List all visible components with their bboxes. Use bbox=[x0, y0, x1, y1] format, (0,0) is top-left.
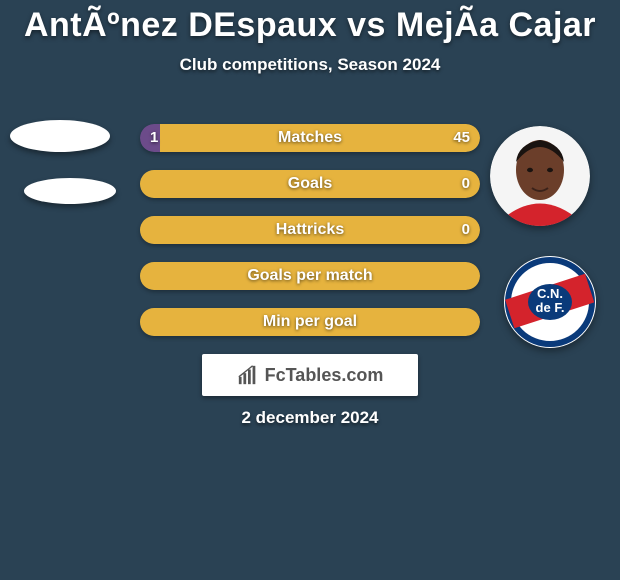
club-badge-icon: C.N. de F. bbox=[504, 256, 596, 348]
bar-label: Goals per match bbox=[140, 262, 480, 290]
stat-bar: Hattricks0 bbox=[140, 216, 480, 244]
comparison-card: AntÃºnez DEspaux vs MejÃ­a Cajar Club co… bbox=[0, 0, 620, 580]
right-player-avatar bbox=[490, 126, 590, 226]
brand-text: FcTables.com bbox=[265, 365, 384, 386]
stat-bar: Goals0 bbox=[140, 170, 480, 198]
bar-label: Min per goal bbox=[140, 308, 480, 336]
bar-value-right: 0 bbox=[462, 170, 470, 198]
comparison-bars: Matches145Goals0Hattricks0Goals per matc… bbox=[140, 124, 480, 354]
bar-label: Matches bbox=[140, 124, 480, 152]
left-player-avatar-placeholder bbox=[10, 120, 110, 152]
bar-label: Goals bbox=[140, 170, 480, 198]
stat-bar: Goals per match bbox=[140, 262, 480, 290]
date: 2 december 2024 bbox=[0, 408, 620, 428]
brand-box: FcTables.com bbox=[202, 354, 418, 396]
right-club-logo: C.N. de F. bbox=[504, 256, 596, 348]
brand-chart-icon bbox=[237, 364, 259, 386]
stat-bar: Matches1 45 bbox=[140, 124, 480, 152]
bar-value-right: 45 bbox=[453, 124, 470, 152]
svg-text:de F.: de F. bbox=[536, 300, 565, 315]
subtitle: Club competitions, Season 2024 bbox=[0, 55, 620, 75]
player-face-icon bbox=[490, 126, 590, 226]
bar-label: Hattricks bbox=[140, 216, 480, 244]
bar-value-right: 0 bbox=[462, 216, 470, 244]
stat-bar: Min per goal bbox=[140, 308, 480, 336]
svg-text:C.N.: C.N. bbox=[537, 286, 563, 301]
bar-value-left: 1 bbox=[150, 124, 158, 152]
page-title: AntÃºnez DEspaux vs MejÃ­a Cajar bbox=[0, 0, 620, 45]
left-club-avatar-placeholder bbox=[24, 178, 116, 204]
